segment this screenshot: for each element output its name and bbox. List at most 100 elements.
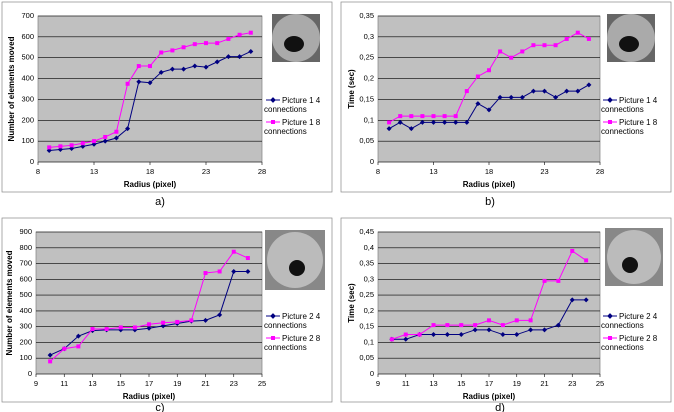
point bbox=[431, 332, 436, 338]
thumbnails bbox=[265, 14, 663, 290]
point bbox=[586, 82, 592, 88]
caption: a) bbox=[155, 196, 165, 208]
x-tick-label: 18 bbox=[485, 167, 493, 176]
point bbox=[408, 126, 414, 132]
x-tick-label: 11 bbox=[60, 379, 68, 388]
y-tick-label: 500 bbox=[21, 53, 34, 62]
plot-area bbox=[35, 231, 263, 375]
point bbox=[445, 323, 450, 328]
y-tick-label: 700 bbox=[19, 259, 32, 268]
point bbox=[248, 30, 253, 35]
legend-label: Picture 2 4 connections bbox=[601, 312, 658, 330]
plot-area bbox=[377, 15, 601, 163]
point bbox=[136, 79, 142, 85]
point bbox=[170, 48, 175, 53]
x-tick-label: 8 bbox=[376, 167, 380, 176]
y-tick-label: 800 bbox=[19, 243, 32, 252]
point bbox=[386, 126, 392, 132]
point bbox=[475, 74, 480, 79]
point bbox=[584, 258, 589, 263]
point bbox=[497, 94, 503, 100]
point bbox=[583, 297, 589, 303]
panel-border bbox=[340, 217, 672, 403]
point bbox=[417, 332, 422, 337]
x-axis-label: Radius (pixel) bbox=[124, 180, 177, 189]
point bbox=[92, 139, 96, 144]
point bbox=[125, 81, 130, 86]
point bbox=[215, 41, 220, 46]
point bbox=[189, 318, 194, 323]
point bbox=[500, 323, 505, 328]
point bbox=[542, 278, 547, 283]
caption: d) bbox=[495, 402, 505, 412]
point bbox=[487, 318, 491, 323]
y-tick-label: 300 bbox=[19, 322, 32, 331]
point bbox=[118, 325, 123, 330]
y-tick-label: 0,45 bbox=[359, 227, 374, 236]
point bbox=[420, 114, 425, 119]
y-tick-label: 0 bbox=[370, 369, 374, 378]
y-tick-label: 200 bbox=[19, 337, 32, 346]
legend-marker bbox=[271, 336, 275, 340]
point bbox=[569, 297, 575, 303]
y-tick-label: 100 bbox=[19, 353, 32, 362]
point bbox=[217, 312, 223, 318]
point bbox=[48, 359, 53, 364]
point bbox=[586, 36, 591, 41]
y-tick-label: 0,2 bbox=[364, 306, 374, 315]
panel-border bbox=[340, 1, 672, 193]
point bbox=[542, 327, 547, 333]
point bbox=[431, 323, 436, 328]
point bbox=[132, 325, 137, 330]
y-tick-label: 0,05 bbox=[359, 353, 374, 362]
point bbox=[475, 101, 481, 107]
point bbox=[225, 54, 231, 60]
point bbox=[169, 66, 175, 72]
legend-label: Picture 2 8 connections bbox=[264, 334, 321, 352]
point bbox=[487, 68, 491, 73]
point bbox=[245, 268, 251, 274]
legend-entry: Picture 2 4 connections bbox=[601, 312, 658, 330]
x-tick-label: 13 bbox=[429, 167, 437, 176]
panel-border bbox=[1, 217, 333, 403]
x-tick-label: 15 bbox=[117, 379, 125, 388]
point bbox=[419, 119, 425, 125]
legend-label: Picture 1 4 connections bbox=[601, 96, 658, 114]
y-tick-label: 0,3 bbox=[364, 274, 374, 283]
y-tick-label: 300 bbox=[21, 94, 34, 103]
point bbox=[231, 249, 236, 254]
thumbnail-hole bbox=[284, 36, 304, 52]
legend-label: Picture 2 8 connections bbox=[601, 334, 658, 352]
point bbox=[175, 319, 180, 324]
x-tick-label: 15 bbox=[457, 379, 465, 388]
y-tick-label: 0,15 bbox=[359, 322, 374, 331]
x-tick-label: 28 bbox=[596, 167, 604, 176]
x-tick-label: 19 bbox=[173, 379, 181, 388]
legend-marker bbox=[607, 313, 613, 319]
point bbox=[556, 278, 561, 283]
point bbox=[459, 323, 464, 328]
point bbox=[237, 54, 243, 60]
point bbox=[69, 143, 74, 148]
point bbox=[508, 94, 514, 100]
x-tick-label: 19 bbox=[513, 379, 521, 388]
point bbox=[498, 49, 503, 54]
point bbox=[530, 88, 536, 94]
thumbnail-shape bbox=[607, 230, 661, 284]
y-axis-label: Number of elements moved bbox=[7, 36, 16, 141]
point bbox=[486, 327, 492, 333]
point bbox=[464, 119, 470, 125]
legend-marker bbox=[608, 336, 612, 340]
point bbox=[528, 327, 534, 333]
y-tick-label: 0,4 bbox=[364, 243, 374, 252]
y-tick-label: 0,3 bbox=[364, 32, 374, 41]
thumbnail-hole bbox=[619, 36, 639, 52]
point bbox=[90, 327, 95, 332]
legend-entry: Picture 1 8 connections bbox=[601, 118, 657, 136]
point bbox=[519, 94, 525, 100]
y-tick-label: 0 bbox=[30, 157, 34, 166]
point bbox=[398, 114, 403, 119]
x-tick-label: 21 bbox=[201, 379, 209, 388]
point bbox=[520, 49, 525, 54]
point bbox=[203, 64, 209, 70]
